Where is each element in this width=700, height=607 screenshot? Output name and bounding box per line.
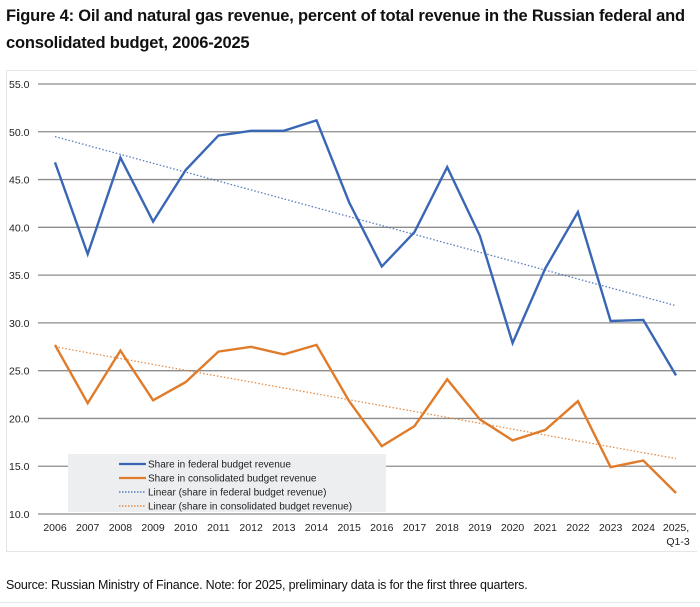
legend-label: Linear (share in federal budget revenue)	[148, 488, 326, 499]
x-tick-label: 2015	[337, 522, 361, 534]
chart-title: Figure 4: Oil and natural gas revenue, p…	[6, 7, 685, 52]
legend-label: Linear (share in consolidated budget rev…	[148, 502, 352, 513]
trendline-3	[54, 346, 677, 460]
legend-label: Share in federal budget revenue	[148, 460, 291, 471]
x-tick-label: 2009	[141, 522, 165, 534]
y-tick-label: 30.0	[9, 318, 30, 330]
x-axis-ticks: 2006 2007 2008 2009 2010 2011 2012 2013 2014 2015…	[43, 522, 690, 548]
y-tick-label: 55.0	[9, 79, 30, 91]
x-tick-label: 2023	[599, 522, 623, 534]
y-tick-label: 10.0	[9, 509, 30, 521]
x-tick-label: 2011	[207, 522, 230, 534]
x-tick-label: 2021	[534, 522, 558, 534]
y-tick-label: 40.0	[9, 222, 30, 234]
x-tick-label: 2019	[468, 522, 492, 534]
legend: Share in federal budget revenue Share in …	[68, 454, 386, 513]
gridlines	[38, 83, 696, 515]
line-chart: 10.0 15.0 20.0 25.0 30.0 35.0 40.0 45.0 50.0 55.0…	[9, 79, 696, 548]
x-tick-label: 2007	[76, 522, 100, 534]
trendline-2	[54, 135, 677, 307]
x-tick-label: 2017	[403, 522, 427, 534]
x-tick-label: 2013	[272, 522, 296, 534]
y-tick-label: 50.0	[9, 127, 30, 139]
y-axis-ticks: 10.0 15.0 20.0 25.0 30.0 35.0 40.0 45.0 50.0 55.0	[9, 79, 30, 521]
source-note: Source: Russian Ministry of Finance. Not…	[6, 578, 528, 592]
x-tick-label: 2024	[632, 522, 656, 534]
y-tick-label: 45.0	[9, 175, 30, 187]
x-tick-label: 2012	[239, 522, 263, 534]
x-tick-label: 2022	[566, 522, 590, 534]
x-tick-label: 2010	[174, 522, 198, 534]
x-tick-label: 2014	[305, 522, 329, 534]
x-tick-label: 2018	[436, 522, 460, 534]
x-tick-label: 2025, Q1-3	[663, 522, 690, 548]
y-tick-label: 35.0	[9, 270, 30, 282]
legend-label: Share in consolidated budget revenue	[148, 474, 317, 485]
chart-frame	[6, 70, 697, 552]
x-tick-label: 2006	[43, 522, 67, 534]
x-tick-label: 2008	[109, 522, 133, 534]
x-tick-label: 2016	[370, 522, 394, 534]
series-line-0	[53, 118, 678, 377]
y-tick-label: 20.0	[9, 413, 30, 425]
y-tick-label: 15.0	[9, 461, 30, 473]
x-tick-label: 2020	[501, 522, 525, 534]
y-tick-label: 25.0	[9, 366, 30, 378]
divider	[0, 602, 700, 603]
series-line-1	[53, 343, 677, 494]
series	[53, 118, 678, 494]
